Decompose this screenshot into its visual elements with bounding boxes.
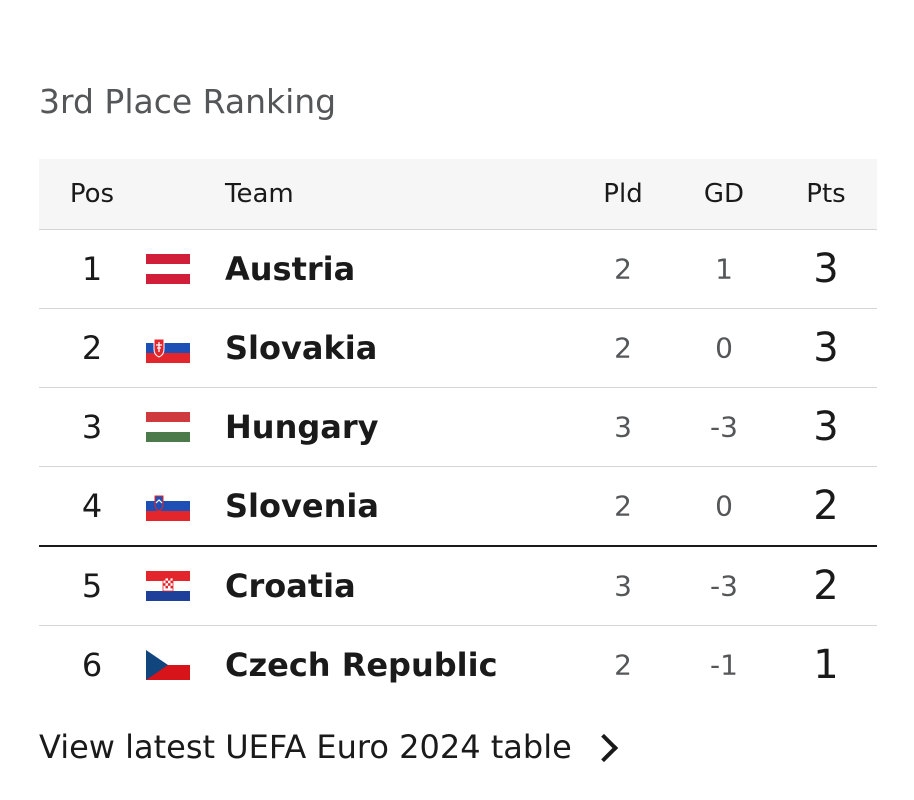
table-row: 5 Croatia 3 -3 2 <box>39 547 877 626</box>
row-points: 3 <box>813 246 839 292</box>
austria-flag-icon <box>146 254 190 284</box>
row-goal-difference: -3 <box>710 410 738 444</box>
slovakia-flag-icon <box>146 333 190 363</box>
page-title: 3rd Place Ranking <box>39 82 337 121</box>
row-played: 2 <box>614 252 632 286</box>
table-header: Pos Team Pld GD Pts <box>39 159 877 230</box>
column-header-pts: Pts <box>806 179 846 209</box>
row-points: 2 <box>813 563 839 609</box>
table-row: 4 Slovenia 2 0 2 <box>39 467 877 547</box>
row-points: 1 <box>813 642 839 688</box>
hungary-flag-icon <box>146 412 190 442</box>
row-goal-difference: -1 <box>710 648 738 682</box>
row-team-name: Slovenia <box>225 487 379 525</box>
view-full-table-link[interactable]: View latest UEFA Euro 2024 table <box>39 728 618 766</box>
row-points: 3 <box>813 404 839 450</box>
row-team-name: Croatia <box>225 567 356 605</box>
row-played: 2 <box>614 648 632 682</box>
row-team-name: Hungary <box>225 408 379 446</box>
table-row: 1 Austria 2 1 3 <box>39 230 877 309</box>
row-position: 2 <box>81 329 103 367</box>
row-points: 3 <box>813 325 839 371</box>
croatia-flag-icon <box>146 571 190 601</box>
row-goal-difference: 0 <box>715 331 733 365</box>
row-position: 4 <box>81 487 103 525</box>
row-position: 6 <box>81 646 103 684</box>
row-goal-difference: 0 <box>715 489 733 523</box>
chevron-right-icon <box>589 733 618 763</box>
row-team-name: Austria <box>225 250 356 288</box>
row-played: 2 <box>614 489 632 523</box>
row-goal-difference: 1 <box>715 252 733 286</box>
row-team-name: Czech Republic <box>225 646 498 684</box>
column-header-team: Team <box>225 179 294 209</box>
ranking-table: Pos Team Pld GD Pts 1 Austria 2 1 3 2 Sl… <box>39 159 877 704</box>
czech-republic-flag-icon <box>146 650 190 680</box>
row-position: 1 <box>81 250 103 288</box>
row-played: 3 <box>614 569 632 603</box>
table-row: 6 Czech Republic 2 -1 1 <box>39 626 877 704</box>
slovenia-flag-icon <box>146 491 190 521</box>
row-played: 3 <box>614 410 632 444</box>
column-header-pos: Pos <box>69 179 115 209</box>
row-points: 2 <box>813 483 839 529</box>
table-row: 2 Slovakia 2 0 3 <box>39 309 877 388</box>
column-header-pld: Pld <box>603 179 643 209</box>
column-header-gd: GD <box>703 179 745 209</box>
row-position: 3 <box>81 408 103 446</box>
row-goal-difference: -3 <box>710 569 738 603</box>
row-played: 2 <box>614 331 632 365</box>
table-row: 3 Hungary 3 -3 3 <box>39 388 877 467</box>
row-position: 5 <box>81 567 103 605</box>
row-team-name: Slovakia <box>225 329 378 367</box>
view-full-table-label: View latest UEFA Euro 2024 table <box>39 728 572 766</box>
